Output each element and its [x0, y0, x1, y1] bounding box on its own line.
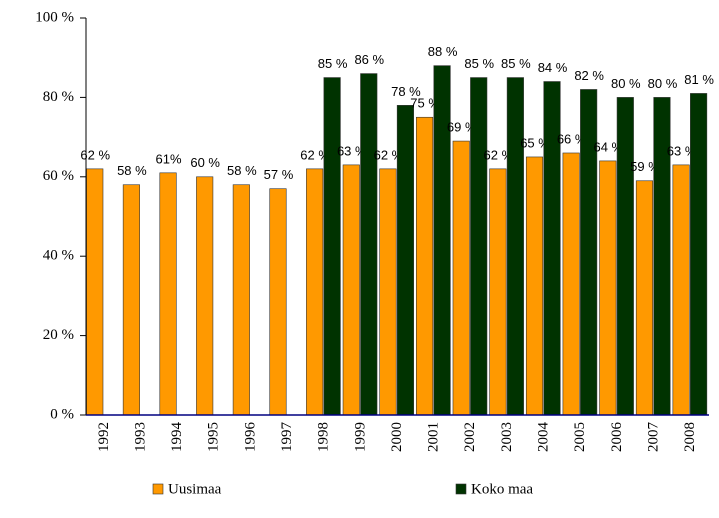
y-tick-label: 0 %	[50, 406, 74, 422]
value-label: 85 %	[464, 56, 494, 71]
bar	[379, 168, 397, 416]
y-tick-label: 40 %	[43, 248, 74, 264]
value-label: 59 %	[630, 159, 660, 174]
x-tick-label: 2008	[682, 422, 698, 452]
bar	[416, 116, 434, 416]
value-label: 84 %	[538, 60, 568, 75]
value-label: 62 %	[484, 147, 514, 162]
bar	[635, 180, 654, 416]
bar	[196, 176, 214, 416]
x-tick-label: 1998	[316, 422, 332, 452]
value-label: 81 %	[684, 72, 714, 87]
y-tick-label: 100 %	[35, 9, 74, 25]
x-tick-label: 2000	[389, 422, 405, 452]
value-label: 60 %	[190, 155, 220, 170]
bar	[690, 93, 708, 416]
bar	[672, 164, 690, 416]
value-label: 69 %	[447, 120, 477, 135]
value-label: 86 %	[354, 52, 384, 67]
legend-swatch	[455, 483, 467, 495]
value-label: 61%	[156, 151, 182, 166]
x-tick-label: 1999	[352, 422, 368, 452]
x-tick-label: 1996	[242, 422, 258, 453]
bar	[616, 97, 634, 416]
bar	[342, 164, 360, 416]
bar	[360, 73, 378, 416]
bar	[396, 105, 414, 416]
legend-swatch	[152, 483, 164, 495]
x-tick-label: 1992	[96, 422, 112, 452]
value-label: 58 %	[117, 163, 147, 178]
y-tick-label: 60 %	[43, 168, 74, 184]
bar	[86, 168, 104, 416]
bar	[269, 188, 287, 416]
value-label: 58 %	[227, 163, 257, 178]
value-label: 63 %	[337, 143, 367, 158]
value-label: 85 %	[318, 56, 348, 71]
bar	[580, 89, 598, 416]
x-tick-label: 1993	[132, 422, 148, 452]
value-label: 62 %	[80, 147, 110, 162]
x-tick-label: 2006	[609, 422, 625, 453]
value-label: 62 %	[374, 147, 404, 162]
bar	[323, 77, 341, 416]
y-tick-label: 80 %	[43, 89, 74, 105]
bar	[452, 140, 470, 416]
bar	[306, 168, 324, 416]
bar	[525, 156, 544, 416]
bar	[159, 172, 177, 416]
x-tick-label: 1995	[206, 422, 222, 452]
value-label: 57 %	[264, 167, 294, 182]
value-label: 64 %	[593, 139, 623, 154]
value-label: 65 %	[520, 135, 550, 150]
value-label: 66 %	[557, 131, 587, 146]
bar	[562, 152, 580, 416]
x-tick-label: 2002	[462, 422, 478, 452]
x-tick-label: 1994	[169, 422, 185, 453]
bar	[506, 77, 524, 416]
bar	[232, 184, 250, 416]
legend-label: Koko maa	[471, 481, 533, 497]
bar	[122, 184, 140, 416]
bar	[599, 160, 617, 416]
bar	[433, 65, 451, 416]
value-label: 82 %	[574, 68, 604, 83]
x-tick-label: 2007	[645, 422, 661, 453]
value-label: 62 %	[300, 147, 330, 162]
value-label: 85 %	[501, 56, 531, 71]
value-label: 75 %	[410, 96, 440, 111]
x-tick-label: 1997	[279, 422, 295, 453]
bar	[470, 77, 488, 416]
value-label: 80 %	[611, 76, 641, 91]
y-tick-label: 20 %	[43, 327, 74, 343]
legend-label: Uusimaa	[168, 481, 222, 497]
x-tick-label: 2004	[536, 422, 552, 453]
x-tick-label: 2005	[572, 422, 588, 452]
x-tick-label: 2003	[499, 422, 515, 452]
x-tick-label: 2001	[426, 422, 442, 452]
value-label: 63 %	[667, 143, 697, 158]
value-label: 78 %	[391, 84, 421, 99]
value-label: 80 %	[648, 76, 678, 91]
value-label: 88 %	[428, 44, 458, 59]
bar	[489, 168, 507, 416]
